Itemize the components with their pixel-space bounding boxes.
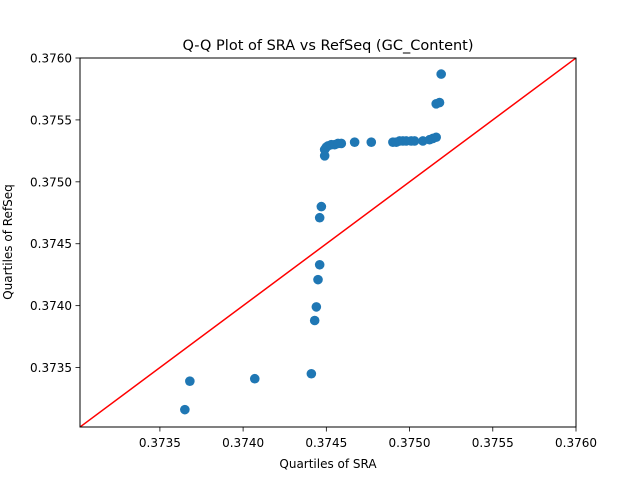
y-tick-label: 0.3735	[30, 361, 72, 375]
y-tick-label: 0.3745	[30, 237, 72, 251]
reference-line-layer	[80, 58, 576, 427]
scatter-point-7	[314, 259, 325, 270]
scatter-point-3	[306, 368, 317, 379]
scatter-point-0	[180, 404, 190, 415]
scatter-point-18	[349, 137, 360, 148]
scatter-point-2	[249, 373, 260, 384]
y-tick-label: 0.3750	[30, 175, 72, 189]
y-tick-label: 0.3760	[30, 52, 72, 66]
x-tick-label: 0.3745	[305, 436, 347, 450]
scatter-points	[180, 69, 446, 415]
x-tick-label: 0.3755	[472, 436, 514, 450]
scatter-point-6	[313, 274, 323, 285]
y-axis-label: Quartiles of RefSeq	[1, 184, 15, 300]
y-axis-ticks: 0.3735 0.3740 0.3745 0.3750 0.3755 0.3760	[30, 52, 80, 375]
plot-frame	[79, 57, 577, 428]
x-tick-label: 0.3760	[555, 436, 597, 450]
x-tick-label: 0.3740	[222, 436, 264, 450]
scatter-point-1	[185, 376, 195, 386]
x-axis-ticks: 0.3735 0.3740 0.3745 0.3750 0.3755 0.3760	[139, 427, 597, 450]
scatter-point-17	[336, 138, 347, 149]
scatter-point-5	[311, 302, 322, 312]
y-tick-label: 0.3740	[30, 299, 72, 313]
y-tick-label: 0.3755	[30, 113, 72, 127]
reference-line	[80, 58, 576, 427]
chart-title: Q-Q Plot of SRA vs RefSeq (GC_Content)	[182, 38, 473, 54]
x-tick-label: 0.3735	[139, 436, 181, 450]
x-tick-label: 0.3750	[389, 436, 431, 450]
scatter-point-9	[316, 201, 327, 212]
x-axis-label: Quartiles of SRA	[279, 457, 377, 471]
scatter-point-33	[436, 69, 446, 79]
scatter-point-26	[409, 136, 420, 146]
scatter-point-19	[366, 137, 377, 148]
scatter-point-30	[431, 132, 441, 143]
scatter-point-8	[314, 212, 325, 223]
scatter-point-32	[434, 97, 445, 108]
scatter-point-4	[309, 315, 320, 326]
